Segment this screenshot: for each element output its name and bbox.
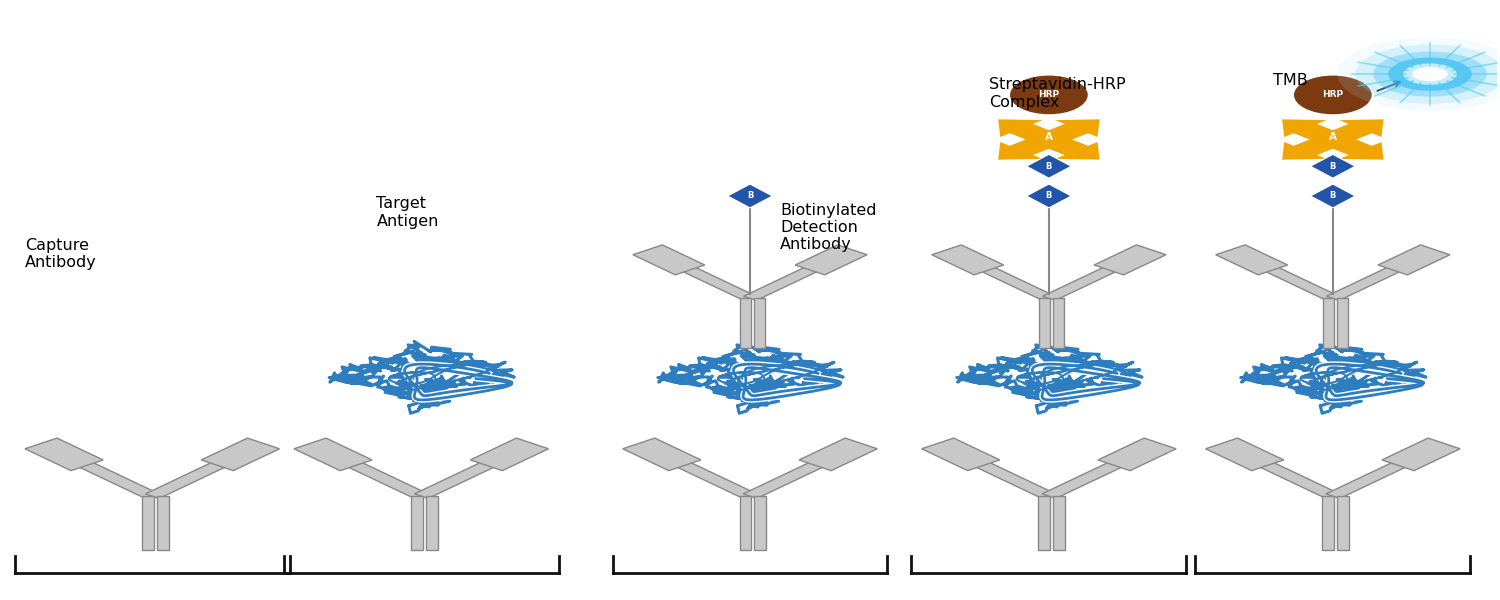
Bar [1053, 496, 1065, 550]
Bar [800, 438, 877, 470]
Bar [146, 460, 231, 499]
Text: A: A [1329, 131, 1336, 142]
Polygon shape [1311, 184, 1356, 208]
Bar [74, 460, 159, 499]
Bar [633, 245, 705, 275]
Bar [1338, 496, 1350, 550]
Bar [1378, 245, 1450, 275]
FancyArrow shape [998, 119, 1060, 144]
Text: HRP: HRP [1323, 91, 1344, 100]
Circle shape [1388, 58, 1472, 91]
Text: A: A [1046, 131, 1053, 142]
Text: B: B [1329, 191, 1336, 200]
FancyArrow shape [1322, 135, 1383, 160]
Polygon shape [1311, 154, 1356, 178]
Text: HRP: HRP [1038, 91, 1059, 100]
Bar [921, 438, 1001, 470]
Bar [1326, 460, 1412, 499]
Text: TMB: TMB [1274, 73, 1308, 88]
Bar [976, 265, 1054, 301]
Circle shape [1356, 44, 1500, 104]
Ellipse shape [1010, 76, 1088, 114]
Bar [201, 438, 279, 470]
Bar [26, 438, 104, 470]
Bar [1336, 298, 1348, 347]
Bar [740, 496, 752, 550]
Bar [754, 496, 766, 550]
Bar [1038, 496, 1050, 550]
Text: Biotinylated
Detection
Antibody: Biotinylated Detection Antibody [780, 203, 876, 253]
Text: B: B [1329, 162, 1336, 171]
Bar [411, 496, 423, 550]
Text: Streptavidin-HRP
Complex: Streptavidin-HRP Complex [988, 77, 1125, 110]
Bar [342, 460, 427, 499]
Text: B: B [1046, 191, 1052, 200]
Bar [1042, 460, 1128, 499]
Bar [741, 298, 752, 347]
Bar [1094, 245, 1166, 275]
Bar [1382, 438, 1460, 470]
Text: Capture
Antibody: Capture Antibody [26, 238, 98, 270]
Bar [670, 460, 758, 499]
Bar [1254, 460, 1340, 499]
Bar [622, 438, 701, 470]
Bar [1215, 245, 1287, 275]
Bar [471, 438, 549, 470]
Polygon shape [1026, 154, 1071, 178]
Bar [1042, 265, 1122, 301]
FancyArrow shape [1038, 135, 1100, 160]
Text: B: B [747, 191, 753, 200]
Bar [1053, 298, 1064, 347]
Ellipse shape [1294, 76, 1371, 114]
Bar [426, 496, 438, 550]
Bar [156, 496, 168, 550]
FancyArrow shape [1038, 119, 1100, 144]
Circle shape [1338, 37, 1500, 111]
Bar [1206, 438, 1284, 470]
Text: B: B [1046, 162, 1052, 171]
Bar [1260, 265, 1340, 301]
Bar [970, 460, 1056, 499]
FancyArrow shape [1322, 119, 1383, 144]
Circle shape [1402, 64, 1456, 85]
Bar [1323, 496, 1335, 550]
Bar [142, 496, 153, 550]
Bar [1098, 438, 1176, 470]
Bar [294, 438, 372, 470]
Bar [414, 460, 500, 499]
Bar [932, 245, 1004, 275]
Circle shape [1412, 67, 1448, 81]
Bar [1326, 265, 1406, 301]
Polygon shape [728, 184, 772, 208]
Bar [744, 265, 822, 301]
Text: Target
Antigen: Target Antigen [376, 196, 440, 229]
FancyArrow shape [1282, 135, 1344, 160]
Bar [795, 245, 867, 275]
Bar [1323, 298, 1334, 347]
Bar [1040, 298, 1050, 347]
Bar [754, 298, 765, 347]
Bar [678, 265, 756, 301]
FancyArrow shape [1282, 119, 1344, 144]
Circle shape [1372, 52, 1486, 97]
FancyArrow shape [998, 135, 1060, 160]
Polygon shape [1026, 184, 1071, 208]
Bar [742, 460, 830, 499]
